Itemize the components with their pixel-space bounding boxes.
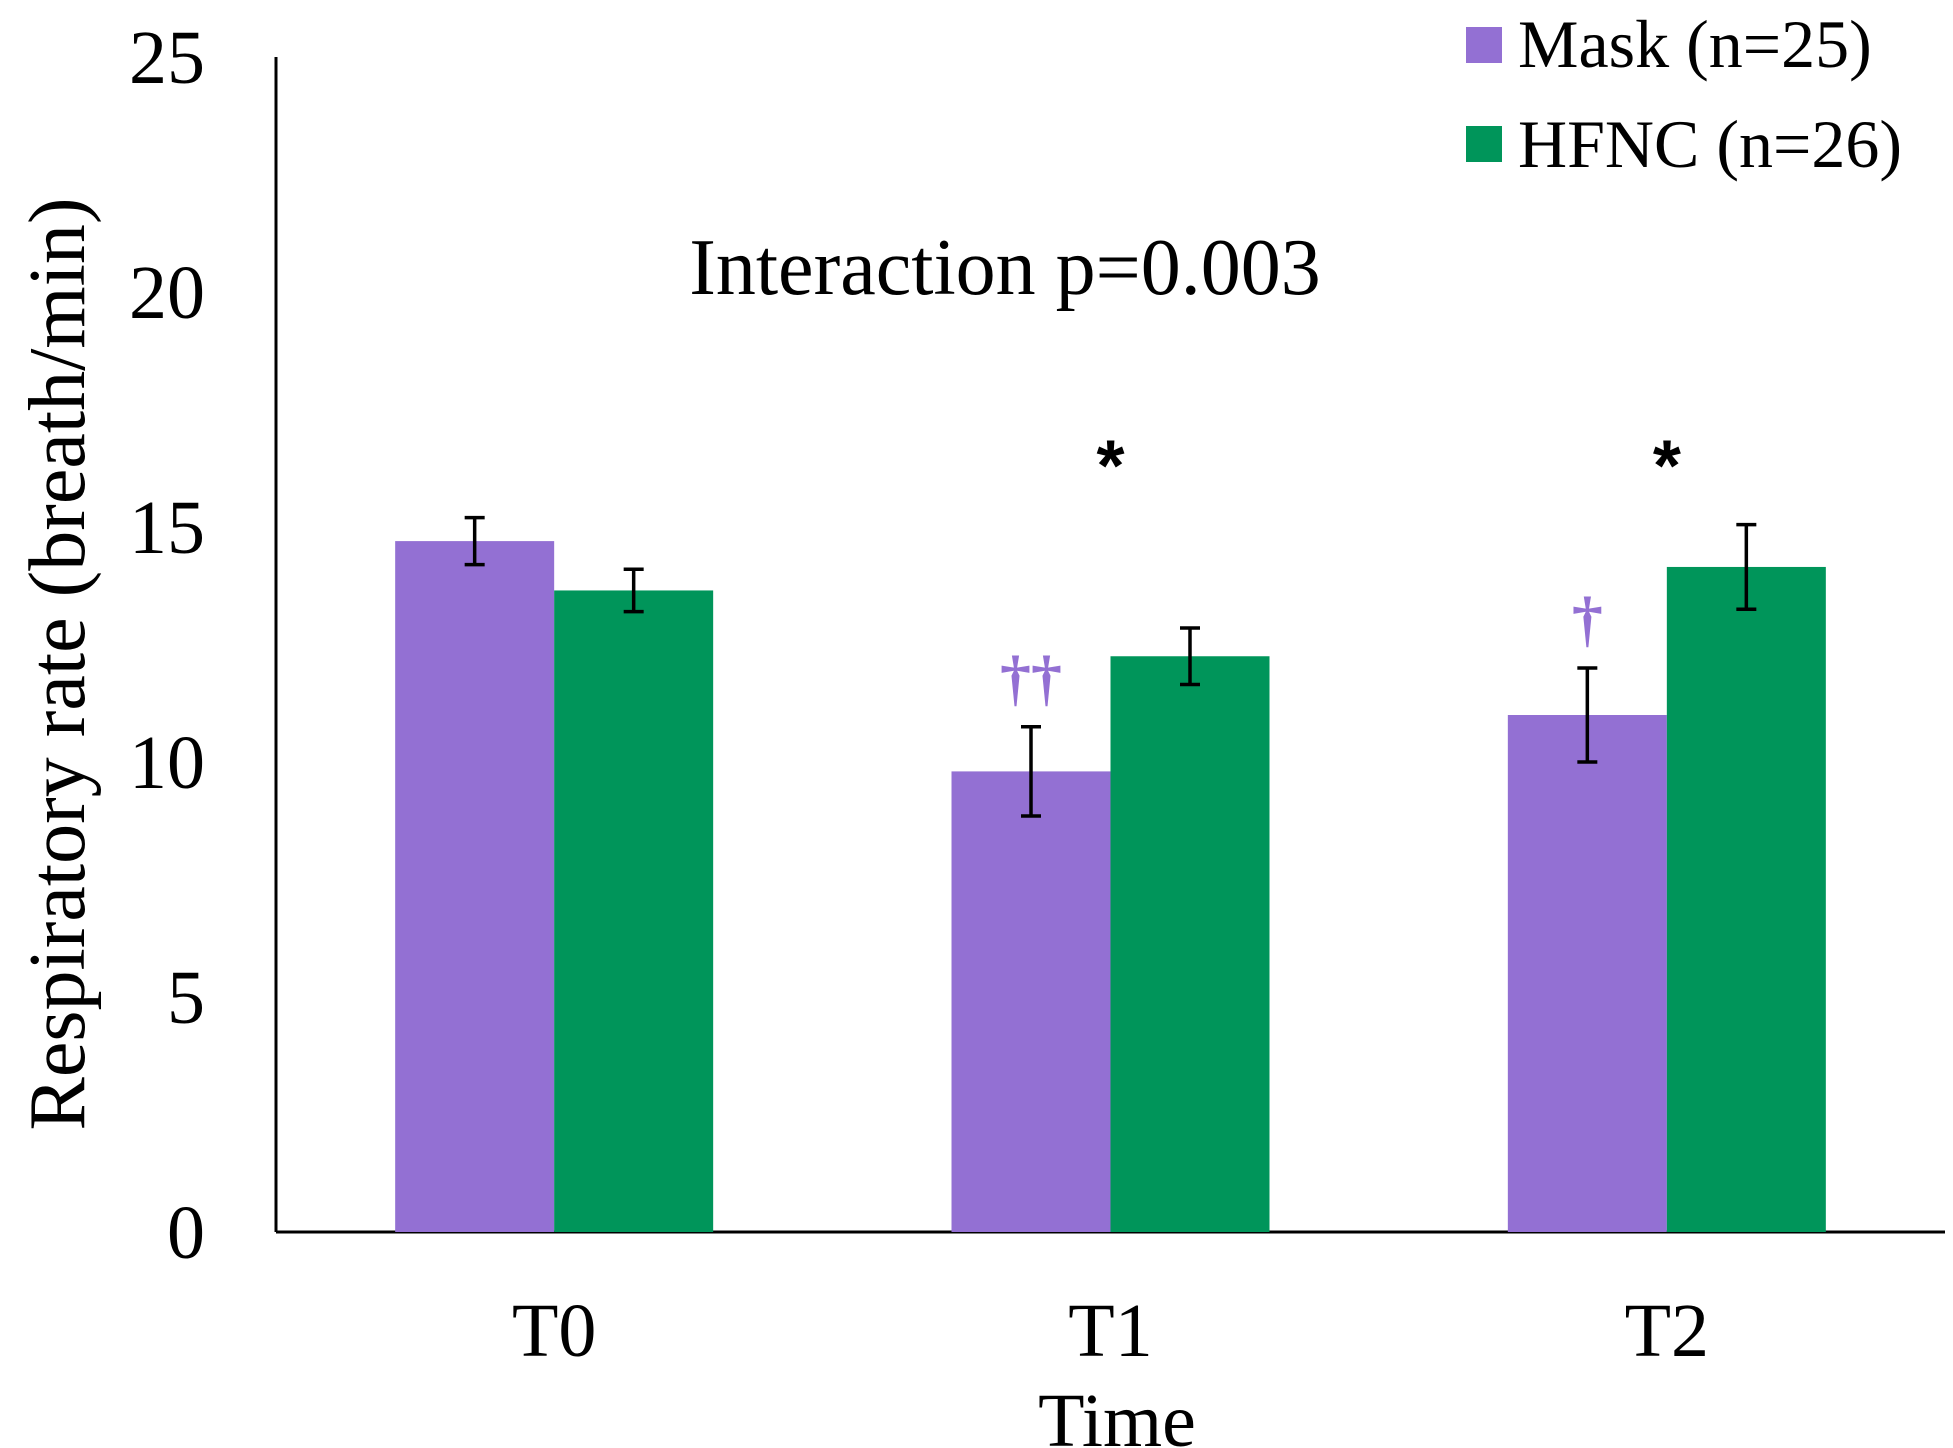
y-tick-label: 0 bbox=[167, 1191, 205, 1275]
dagger-marker: † bbox=[1572, 586, 1603, 654]
significance-marks: †† * † * bbox=[1000, 427, 1681, 713]
legend: Mask (n=25) HFNC (n=26) bbox=[1466, 6, 1902, 182]
bar bbox=[951, 771, 1111, 1232]
significance-asterisk: * bbox=[1096, 427, 1124, 507]
y-tick-label: 15 bbox=[129, 486, 205, 570]
legend-label-hfnc: HFNC (n=26) bbox=[1518, 106, 1902, 182]
axes: 0 5 10 15 20 25 T0 T1 T2 bbox=[129, 16, 1945, 1373]
bars bbox=[395, 541, 1826, 1232]
y-tick-label: 20 bbox=[129, 251, 205, 335]
bar bbox=[554, 590, 714, 1232]
y-tick-label: 25 bbox=[129, 16, 205, 100]
y-axis-label: Respiratory rate (breath/min) bbox=[14, 198, 102, 1131]
x-tick-label: T2 bbox=[1625, 1289, 1709, 1373]
x-tick-label: T1 bbox=[1068, 1289, 1152, 1373]
x-tick-label: T0 bbox=[512, 1289, 596, 1373]
y-tick-label: 5 bbox=[167, 956, 205, 1040]
bar bbox=[1110, 656, 1270, 1232]
legend-label-mask: Mask (n=25) bbox=[1518, 6, 1872, 82]
interaction-annotation: Interaction p=0.003 bbox=[689, 224, 1321, 312]
dagger-marker: †† bbox=[1000, 645, 1062, 713]
bar bbox=[395, 541, 555, 1232]
legend-swatch-mask bbox=[1466, 27, 1502, 63]
legend-swatch-hfnc bbox=[1466, 126, 1502, 162]
error-bars bbox=[464, 515, 1757, 818]
bar bbox=[1507, 715, 1667, 1232]
bar bbox=[1666, 566, 1826, 1232]
y-tick-label: 10 bbox=[129, 721, 205, 805]
x-axis-label: Time bbox=[1038, 1379, 1196, 1448]
significance-asterisk: * bbox=[1653, 427, 1681, 507]
